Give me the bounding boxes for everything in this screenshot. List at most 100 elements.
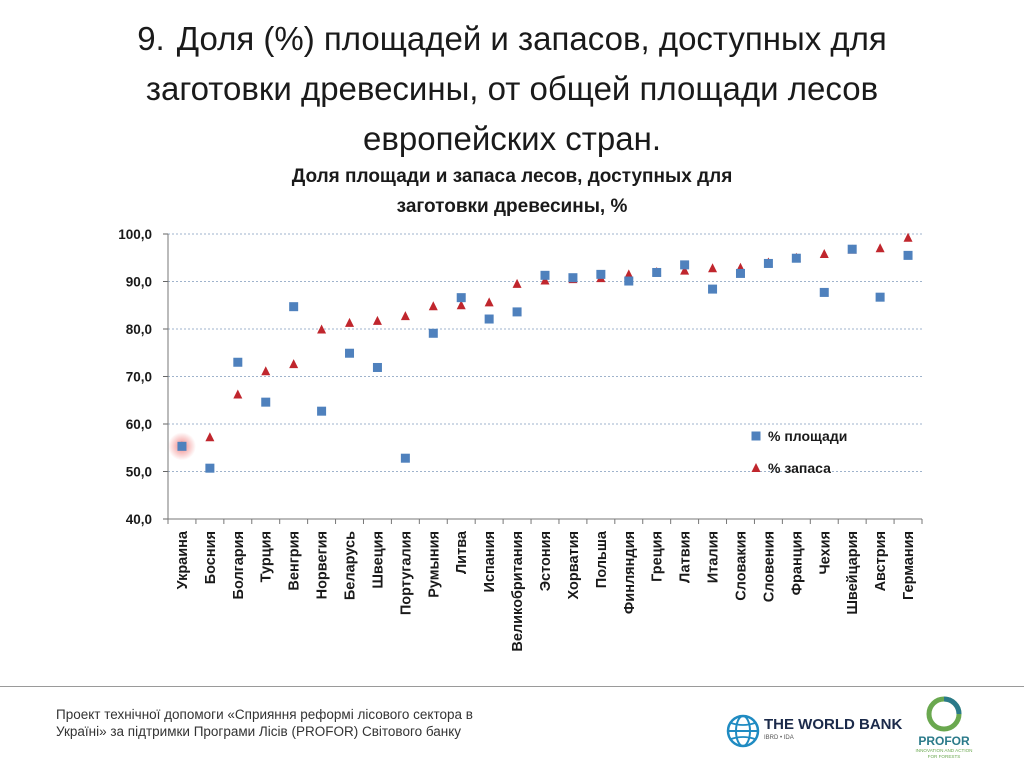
- chart-title-line2: заготовки древесины, %: [397, 196, 628, 217]
- chart: Доля площади и запаса лесов, доступных д…: [118, 166, 923, 652]
- legend-label-area: % площади: [768, 428, 847, 444]
- profor-name: PROFOR: [918, 734, 970, 748]
- x-tick-label: Беларусь: [343, 531, 359, 600]
- data-point-area: [428, 328, 438, 338]
- data-point-stock: [372, 315, 382, 325]
- data-point-stock: [819, 248, 829, 258]
- y-tick-label: 60,0: [126, 417, 152, 432]
- x-tick-label: Норвегия: [315, 531, 331, 599]
- data-point-area: [847, 244, 857, 254]
- x-tick-label: Германия: [901, 531, 917, 600]
- data-point-area: [568, 273, 578, 283]
- data-point-area: [735, 268, 745, 278]
- profor-logo: PROFOR INNOVATION AND ACTION FOR FORESTS: [912, 694, 976, 764]
- x-tick-label: Италия: [706, 531, 722, 583]
- x-tick-label: Босния: [203, 531, 219, 584]
- worldbank-logo: THE WORLD BANK IBRD • IDA: [726, 712, 916, 752]
- data-point-area: [317, 406, 327, 416]
- x-tick-label: Эстония: [538, 531, 554, 591]
- data-point-stock: [317, 324, 327, 334]
- data-point-area: [875, 292, 885, 302]
- worldbank-name: THE WORLD BANK: [764, 716, 903, 733]
- data-point-area: [261, 397, 271, 407]
- data-point-area: [708, 284, 718, 294]
- legend-label-stock: % запаса: [768, 460, 831, 476]
- x-tick-label: Болгария: [231, 531, 247, 599]
- x-tick-label: Греция: [650, 531, 666, 582]
- x-tick-label: Великобритания: [510, 531, 526, 652]
- x-tick-label: Польша: [594, 530, 610, 588]
- data-point-stock: [484, 297, 494, 307]
- x-tick-label: Словакия: [733, 531, 749, 601]
- data-point-area: [903, 250, 913, 260]
- data-point-stock: [289, 359, 299, 369]
- data-point-area: [680, 260, 690, 270]
- data-point-area: [456, 293, 466, 303]
- footer-divider: [0, 686, 1024, 687]
- data-point-stock: [205, 432, 215, 442]
- data-point-stock: [708, 263, 718, 273]
- data-point-stock: [345, 317, 355, 327]
- footer-text: Проект технічної допомоги «Сприяння рефо…: [56, 707, 473, 739]
- data-point-area: [540, 270, 550, 280]
- x-tick-label: Австрия: [873, 531, 889, 591]
- worldbank-sub: IBRD • IDA: [764, 735, 794, 741]
- data-point-area: [177, 441, 187, 451]
- x-tick-label: Чехия: [817, 531, 833, 575]
- x-tick-label: Румыния: [426, 531, 442, 598]
- leaf-circle-icon: [926, 696, 962, 732]
- x-tick-label: Финляндия: [622, 531, 638, 614]
- data-point-stock: [624, 269, 634, 279]
- slide-number: 9.: [137, 20, 165, 57]
- data-point-area: [652, 267, 662, 277]
- x-tick-label: Турция: [259, 531, 275, 582]
- data-point-stock: [903, 232, 913, 242]
- x-tick-label: Португалия: [398, 531, 414, 615]
- x-tick-label: Швейцария: [845, 531, 861, 615]
- data-point-area: [624, 276, 634, 286]
- legend-marker-area: [751, 431, 761, 441]
- data-point-area: [400, 453, 410, 463]
- data-point-stock: [512, 278, 522, 288]
- data-point-stock: [428, 301, 438, 311]
- data-point-stock: [875, 243, 885, 253]
- x-tick-label: Латвия: [678, 531, 694, 583]
- x-tick-label: Словения: [761, 531, 777, 602]
- x-tick-label: Испания: [482, 531, 498, 592]
- data-point-area: [345, 348, 355, 358]
- y-tick-label: 100,0: [118, 227, 152, 242]
- data-point-stock: [456, 300, 466, 310]
- slide-title: 9. Доля (%) площадей и запасов, доступных…: [60, 14, 964, 164]
- y-tick-label: 40,0: [126, 512, 152, 527]
- x-tick-label: Франция: [789, 531, 805, 595]
- y-tick-label: 80,0: [126, 322, 152, 337]
- x-tick-label: Венгрия: [287, 531, 303, 591]
- legend-marker-stock: [751, 463, 761, 472]
- data-point-area: [763, 258, 773, 268]
- data-point-stock: [400, 311, 410, 321]
- data-point-area: [596, 269, 606, 279]
- data-point-area: [512, 307, 522, 317]
- data-point-area: [791, 253, 801, 263]
- y-tick-label: 50,0: [126, 465, 152, 480]
- globe-icon: [726, 714, 760, 748]
- data-point-area: [205, 463, 215, 473]
- x-tick-label: Литва: [454, 530, 470, 574]
- x-tick-label: Хорватия: [566, 531, 582, 599]
- slide-title-text: Доля (%) площадей и запасов, доступных д…: [145, 20, 887, 157]
- profor-tagline: INNOVATION AND ACTION FOR FORESTS: [915, 748, 973, 759]
- data-point-stock: [233, 389, 243, 399]
- data-point-area: [819, 287, 829, 297]
- data-point-stock: [261, 366, 271, 376]
- chart-title-line1: Доля площади и запаса лесов, доступных д…: [292, 166, 733, 187]
- data-point-area: [233, 357, 243, 367]
- y-tick-label: 90,0: [126, 275, 152, 290]
- data-point-stock: [540, 275, 550, 285]
- x-tick-label: Украина: [175, 530, 191, 589]
- data-point-stock: [680, 265, 690, 275]
- x-tick-label: Швеция: [370, 531, 386, 589]
- data-point-area: [484, 314, 494, 324]
- data-point-area: [372, 362, 382, 372]
- y-tick-label: 70,0: [126, 370, 152, 385]
- data-point-area: [289, 302, 299, 312]
